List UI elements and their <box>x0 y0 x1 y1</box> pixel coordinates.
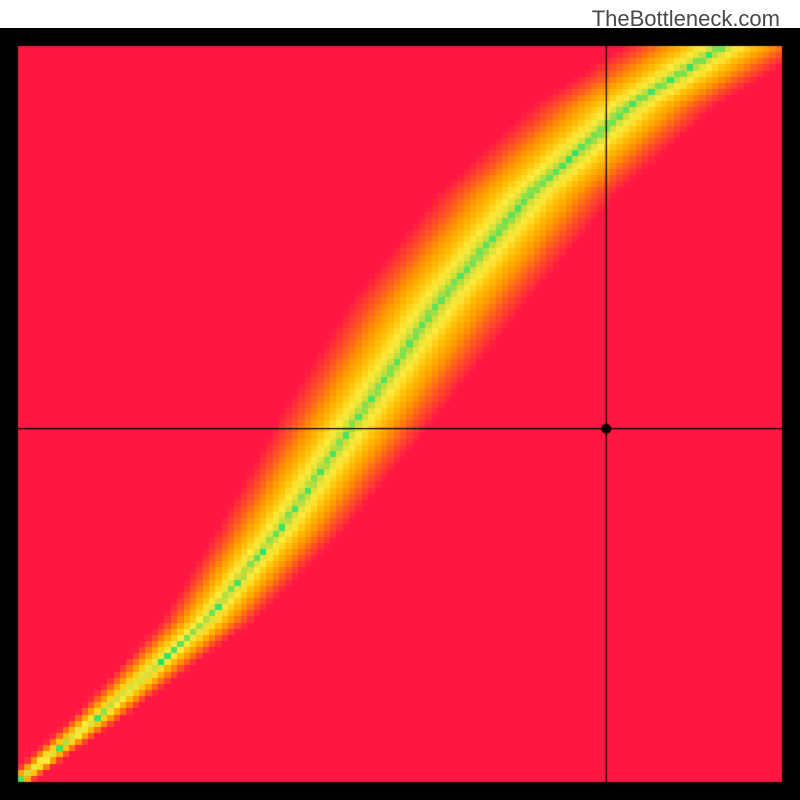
bottleneck-heatmap <box>0 28 800 800</box>
heatmap-container <box>0 28 800 800</box>
watermark-text: TheBottleneck.com <box>592 6 780 32</box>
